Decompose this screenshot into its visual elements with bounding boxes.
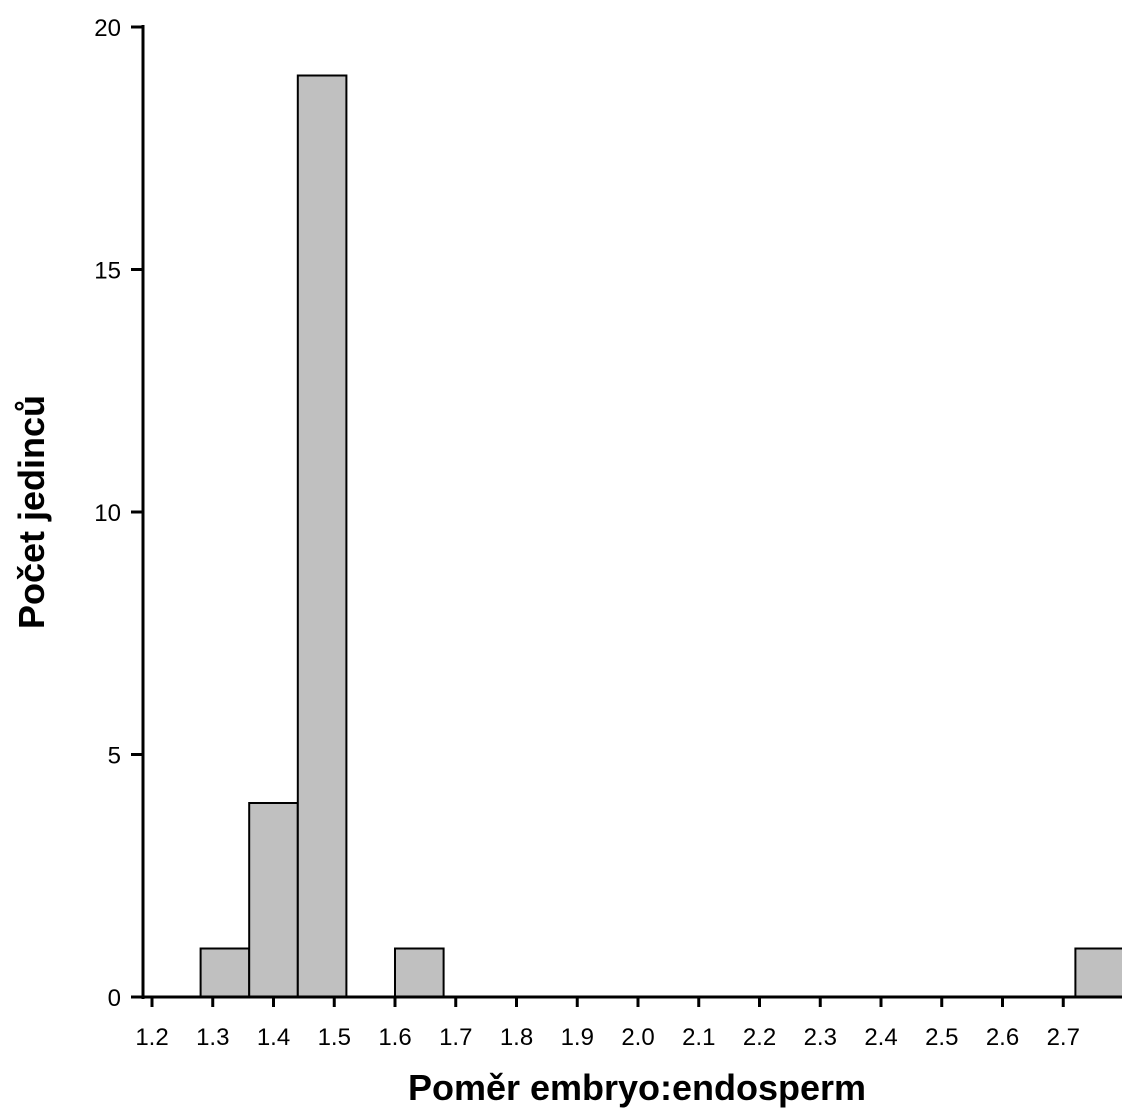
x-tick-label: 2.2 xyxy=(743,1024,776,1051)
x-tick-label: 2.0 xyxy=(621,1024,654,1051)
y-axis: 0 5 10 15 20 xyxy=(94,15,145,1012)
x-tick-label: 1.6 xyxy=(378,1024,411,1051)
x-tick-label: 1.5 xyxy=(318,1024,351,1051)
x-tick-label: 1.4 xyxy=(257,1024,290,1051)
histogram-bar xyxy=(199,947,251,998)
x-axis: 1.2 1.3 1.4 1.5 1.6 1.7 1.8 1.9 2.0 2.1 2.2 2.3 2.4 2… xyxy=(135,995,1122,1051)
histogram-bar xyxy=(248,802,299,998)
x-tick-label: 2.6 xyxy=(986,1024,1019,1051)
histogram-bar xyxy=(1074,947,1122,998)
x-tick-label: 1.3 xyxy=(196,1024,229,1051)
histogram-bar xyxy=(296,74,348,998)
x-tick-label: 1.9 xyxy=(561,1024,594,1051)
y-tick-label: 5 xyxy=(108,743,121,770)
x-tick-label: 1.2 xyxy=(135,1024,168,1051)
x-tick-label: 2.5 xyxy=(925,1024,958,1051)
x-tick-label: 2.3 xyxy=(804,1024,837,1051)
x-tick-label: 2.4 xyxy=(864,1024,897,1051)
y-tick-label: 0 xyxy=(108,985,121,1012)
x-tick-label: 2.7 xyxy=(1047,1024,1080,1051)
bars-group xyxy=(199,74,1122,998)
x-tick-label: 1.7 xyxy=(439,1024,472,1051)
y-axis-title: Počet jedinců xyxy=(11,395,52,629)
y-tick-label: 10 xyxy=(94,500,121,527)
x-tick-label: 1.8 xyxy=(500,1024,533,1051)
x-tick-label: 2.1 xyxy=(682,1024,715,1051)
y-tick-label: 20 xyxy=(94,15,121,42)
histogram-bar xyxy=(394,947,445,998)
y-tick-label: 15 xyxy=(94,258,121,285)
x-axis-title: Poměr embryo:endosperm xyxy=(408,1067,866,1108)
